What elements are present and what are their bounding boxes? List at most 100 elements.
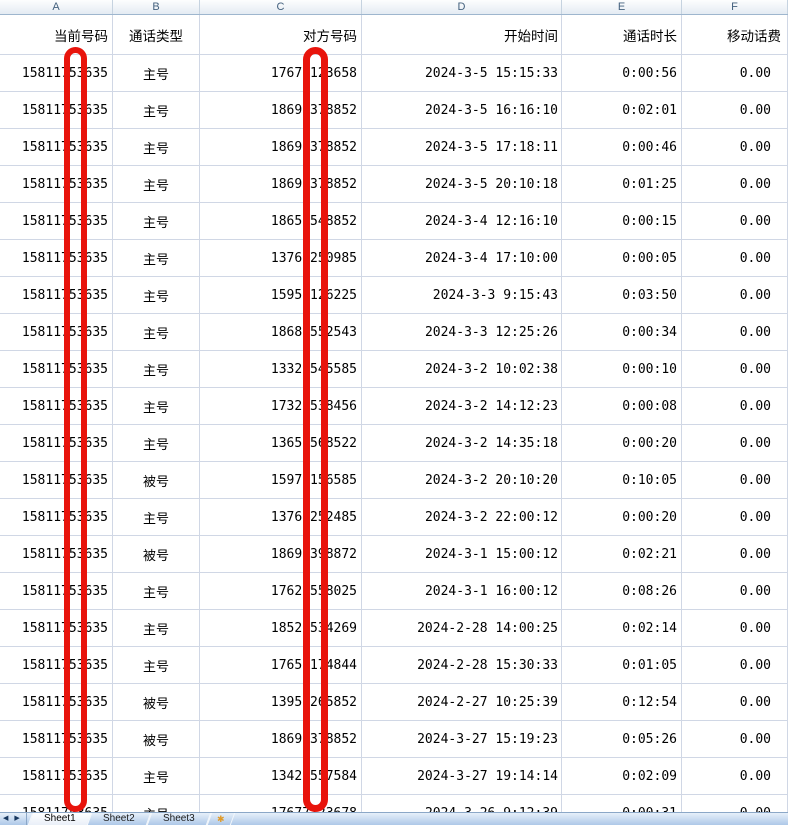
cell-current-number[interactable]: 15811753635 [0,721,113,758]
cell-call-type[interactable]: 主号 [113,277,200,314]
cell-call-type[interactable]: 被号 [113,721,200,758]
cell-other-number[interactable]: 17623558025 [200,573,362,610]
cell-duration[interactable]: 0:05:26 [562,721,682,758]
cell-current-number[interactable]: 15811753635 [0,277,113,314]
sheet-nav-first-icon[interactable]: ◀ [3,815,9,822]
cell-start-time[interactable]: 2024-3-5 17:18:11 [362,129,562,166]
cell-call-type[interactable]: 主号 [113,129,200,166]
cell-start-time[interactable]: 2024-3-4 12:16:10 [362,203,562,240]
header-current-number[interactable]: 当前号码 [0,15,113,55]
cell-start-time[interactable]: 2024-3-4 17:10:00 [362,240,562,277]
cell-duration[interactable]: 0:00:34 [562,314,682,351]
cell-other-number[interactable]: 17322538456 [200,388,362,425]
cell-other-number[interactable]: 13768252485 [200,499,362,536]
cell-call-type[interactable]: 主号 [113,240,200,277]
cell-current-number[interactable]: 15811753635 [0,92,113,129]
cell-fee[interactable]: 0.00 [682,129,788,166]
cell-call-type[interactable]: 主号 [113,425,200,462]
cell-current-number[interactable]: 15811753635 [0,388,113,425]
cell-duration[interactable]: 0:00:46 [562,129,682,166]
cell-other-number[interactable]: 18697378852 [200,129,362,166]
cell-other-number[interactable]: 15978156585 [200,462,362,499]
cell-current-number[interactable]: 15811753635 [0,203,113,240]
cell-other-number[interactable]: 13325545585 [200,351,362,388]
cell-start-time[interactable]: 2024-3-2 14:35:18 [362,425,562,462]
header-fee[interactable]: 移动话费 [682,15,788,55]
cell-current-number[interactable]: 15811753635 [0,129,113,166]
cell-other-number[interactable]: 18697378852 [200,721,362,758]
cell-call-type[interactable]: 主号 [113,55,200,92]
cell-call-type[interactable]: 主号 [113,388,200,425]
header-other-number[interactable]: 对方号码 [200,15,362,55]
cell-current-number[interactable]: 15811753635 [0,647,113,684]
cell-start-time[interactable]: 2024-3-5 16:16:10 [362,92,562,129]
cell-current-number[interactable]: 15811753635 [0,499,113,536]
cell-fee[interactable]: 0.00 [682,92,788,129]
header-call-type[interactable]: 通话类型 [113,15,200,55]
cell-start-time[interactable]: 2024-3-5 20:10:18 [362,166,562,203]
cell-other-number[interactable]: 18697378852 [200,166,362,203]
cell-fee[interactable]: 0.00 [682,610,788,647]
cell-start-time[interactable]: 2024-3-3 12:25:26 [362,314,562,351]
cell-start-time[interactable]: 2024-3-2 10:02:38 [362,351,562,388]
cell-duration[interactable]: 0:03:50 [562,277,682,314]
cell-call-type[interactable]: 被号 [113,462,200,499]
column-letter-e[interactable]: E [562,0,682,14]
insert-worksheet-icon[interactable]: ✱ [206,813,235,825]
cell-current-number[interactable]: 15811753635 [0,351,113,388]
cell-call-type[interactable]: 主号 [113,314,200,351]
cell-fee[interactable]: 0.00 [682,721,788,758]
cell-other-number[interactable]: 15958126225 [200,277,362,314]
cell-start-time[interactable]: 2024-2-28 14:00:25 [362,610,562,647]
cell-current-number[interactable]: 15811753635 [0,684,113,721]
cell-call-type[interactable]: 主号 [113,610,200,647]
header-duration[interactable]: 通话时长 [562,15,682,55]
cell-start-time[interactable]: 2024-3-3 9:15:43 [362,277,562,314]
cell-duration[interactable]: 0:00:20 [562,425,682,462]
cell-call-type[interactable]: 主号 [113,573,200,610]
cell-fee[interactable]: 0.00 [682,314,788,351]
cell-current-number[interactable]: 15811753635 [0,240,113,277]
cell-other-number[interactable]: 17677123658 [200,55,362,92]
cell-fee[interactable]: 0.00 [682,536,788,573]
cell-start-time[interactable]: 2024-3-2 22:00:12 [362,499,562,536]
cell-duration[interactable]: 0:00:10 [562,351,682,388]
cell-duration[interactable]: 0:12:54 [562,684,682,721]
cell-call-type[interactable]: 主号 [113,758,200,795]
cell-fee[interactable]: 0.00 [682,758,788,795]
cell-current-number[interactable]: 15811753635 [0,610,113,647]
column-letter-d[interactable]: D [362,0,562,14]
cell-fee[interactable]: 0.00 [682,499,788,536]
cell-call-type[interactable]: 主号 [113,499,200,536]
cell-current-number[interactable]: 15811753635 [0,314,113,351]
cell-call-type[interactable]: 主号 [113,92,200,129]
cell-other-number[interactable]: 13425557584 [200,758,362,795]
cell-duration[interactable]: 0:02:21 [562,536,682,573]
cell-fee[interactable]: 0.00 [682,573,788,610]
cell-duration[interactable]: 0:08:26 [562,573,682,610]
cell-fee[interactable]: 0.00 [682,388,788,425]
cell-duration[interactable]: 0:01:05 [562,647,682,684]
column-letter-a[interactable]: A [0,0,113,14]
column-letter-f[interactable]: F [682,0,788,14]
cell-current-number[interactable]: 15811753635 [0,166,113,203]
cell-fee[interactable]: 0.00 [682,684,788,721]
cell-fee[interactable]: 0.00 [682,55,788,92]
cell-duration[interactable]: 0:02:09 [562,758,682,795]
cell-start-time[interactable]: 2024-3-5 15:15:33 [362,55,562,92]
tab-sheet2[interactable]: Sheet2 [87,813,152,825]
cell-call-type[interactable]: 主号 [113,166,200,203]
cell-current-number[interactable]: 15811753635 [0,462,113,499]
cell-duration[interactable]: 0:02:01 [562,92,682,129]
tab-sheet3[interactable]: Sheet3 [147,813,212,825]
cell-fee[interactable]: 0.00 [682,277,788,314]
cell-other-number[interactable]: 13768250985 [200,240,362,277]
cell-start-time[interactable]: 2024-2-27 10:25:39 [362,684,562,721]
cell-start-time[interactable]: 2024-2-28 15:30:33 [362,647,562,684]
cell-duration[interactable]: 0:02:14 [562,610,682,647]
cell-duration[interactable]: 0:00:08 [562,388,682,425]
cell-other-number[interactable]: 18525534269 [200,610,362,647]
cell-other-number[interactable]: 17658174844 [200,647,362,684]
cell-fee[interactable]: 0.00 [682,203,788,240]
cell-duration[interactable]: 0:00:20 [562,499,682,536]
